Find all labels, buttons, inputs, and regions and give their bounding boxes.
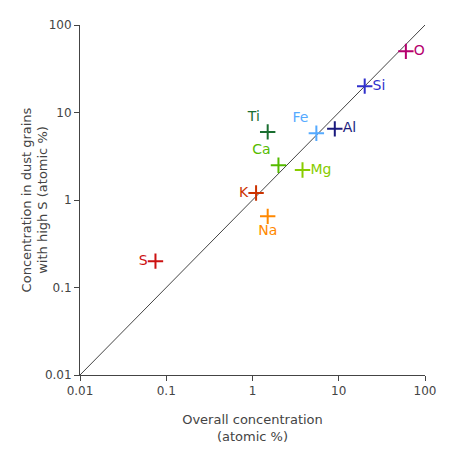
svg-text:0.01: 0.01 (45, 368, 72, 382)
svg-text:Fe: Fe (293, 109, 309, 125)
svg-text:10: 10 (56, 106, 71, 120)
svg-text:0.01: 0.01 (67, 384, 94, 398)
svg-text:0.1: 0.1 (53, 281, 72, 295)
svg-text:Ca: Ca (252, 141, 270, 157)
svg-text:Si: Si (373, 77, 386, 93)
svg-text:Concentration in dust grainswi: Concentration in dust grainswith high S … (19, 107, 51, 292)
svg-text:1: 1 (64, 193, 72, 207)
svg-text:Al: Al (343, 119, 356, 135)
svg-text:Mg: Mg (310, 161, 331, 177)
svg-text:100: 100 (414, 384, 437, 398)
svg-text:100: 100 (49, 18, 72, 32)
svg-text:10: 10 (331, 384, 346, 398)
svg-text:O: O (414, 42, 425, 58)
svg-text:K: K (239, 184, 249, 200)
svg-text:1: 1 (249, 384, 257, 398)
svg-text:S: S (139, 252, 148, 268)
svg-text:Na: Na (258, 222, 277, 238)
svg-text:Ti: Ti (247, 108, 260, 124)
svg-text:0.1: 0.1 (157, 384, 176, 398)
svg-text:Overall concentration(atomic %: Overall concentration(atomic %) (182, 412, 323, 444)
